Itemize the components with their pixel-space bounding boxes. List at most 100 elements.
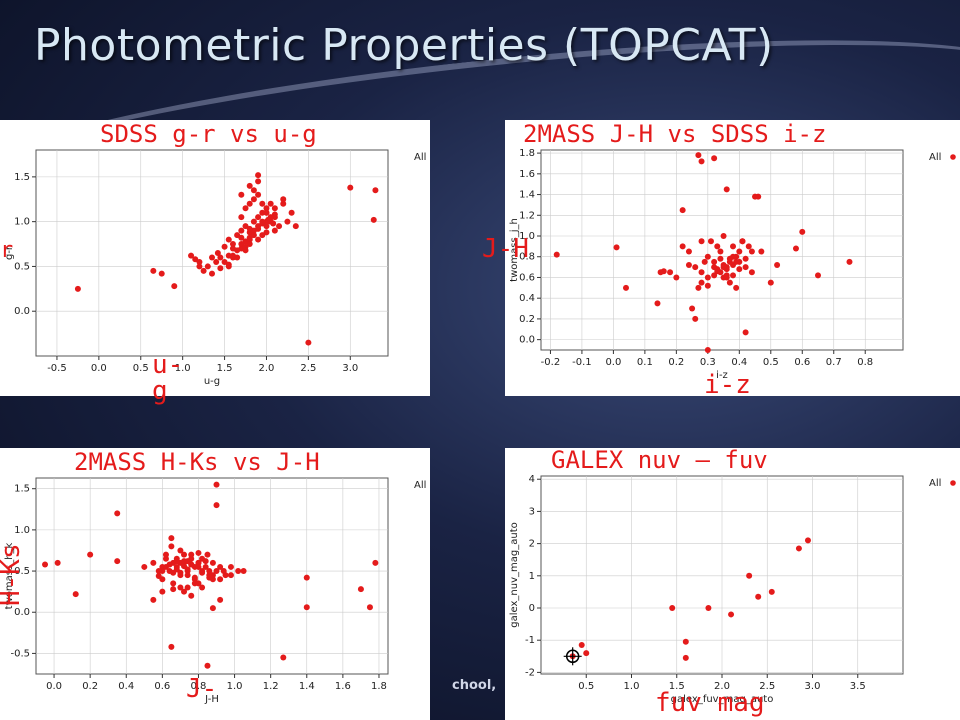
y-tick-label: 0.0 bbox=[14, 306, 30, 317]
data-point bbox=[667, 269, 674, 276]
data-point bbox=[804, 537, 811, 544]
x-tick-label: 1.0 bbox=[175, 363, 191, 374]
y-tick-label: 1.8 bbox=[519, 148, 535, 159]
data-point bbox=[292, 223, 299, 230]
data-point bbox=[238, 227, 245, 234]
data-point bbox=[583, 650, 590, 657]
data-point bbox=[181, 588, 188, 595]
data-point bbox=[42, 561, 49, 568]
scatter-plot-sdss: -0.5 0.0 0.5 1.0 1.5 2.0 2.5 3.0 0.0 0.5 1.0 1.5 u-g… bbox=[4, 149, 426, 387]
data-point bbox=[730, 243, 737, 250]
data-point bbox=[685, 248, 692, 255]
data-point bbox=[227, 572, 234, 579]
data-point bbox=[170, 569, 177, 576]
y-axis-label: galex_nuv_mag_auto bbox=[509, 522, 520, 627]
data-point bbox=[177, 572, 184, 579]
data-point bbox=[799, 228, 806, 235]
data-point bbox=[711, 272, 718, 279]
data-point bbox=[196, 258, 203, 265]
data-point bbox=[698, 279, 705, 286]
x-tick-label: 1.0 bbox=[624, 681, 640, 692]
y-tick-label: 3 bbox=[529, 506, 535, 517]
data-point bbox=[695, 152, 702, 159]
legend-label: All bbox=[414, 480, 426, 491]
overlay-ylabel-jh: J-H bbox=[482, 234, 529, 264]
data-point bbox=[255, 191, 262, 198]
y-tick-label: 0 bbox=[529, 603, 535, 614]
y-axis-label: twomass_j_h bbox=[509, 218, 520, 282]
y-tick-label: 1.0 bbox=[14, 217, 30, 228]
data-point bbox=[303, 604, 310, 611]
scatter-plot-galex: 0.5 1.0 1.5 2.0 2.5 3.0 3.5 -2 -1 0 1 2 3 4 galex_fuv_… bbox=[509, 474, 956, 705]
data-point bbox=[259, 218, 266, 225]
data-point bbox=[114, 558, 121, 565]
x-tick-label: 1.6 bbox=[335, 681, 351, 692]
x-axis-label: galex_fuv_mag_auto bbox=[671, 694, 774, 705]
data-point bbox=[238, 214, 245, 221]
y-tick-label: 1.0 bbox=[14, 525, 30, 536]
data-point bbox=[240, 568, 247, 575]
x-axis-label: i-z bbox=[716, 370, 728, 381]
data-point bbox=[74, 285, 81, 292]
data-point bbox=[271, 205, 278, 212]
overlay-xlabel-fuv: fuv mag bbox=[655, 688, 765, 718]
data-point bbox=[177, 584, 184, 591]
data-point bbox=[250, 196, 257, 203]
data-point bbox=[695, 284, 702, 291]
data-point bbox=[191, 574, 198, 581]
x-tick-label: 1.4 bbox=[299, 681, 315, 692]
data-point bbox=[742, 329, 749, 336]
data-point bbox=[250, 232, 257, 239]
data-point bbox=[184, 566, 191, 573]
data-point bbox=[155, 573, 162, 579]
y-tick-label: -2 bbox=[525, 667, 535, 678]
data-point bbox=[733, 284, 740, 291]
y-tick-label: 0.0 bbox=[519, 335, 535, 346]
data-point bbox=[255, 214, 262, 221]
data-point bbox=[704, 347, 711, 353]
data-point bbox=[168, 535, 175, 542]
chart-panel-2mass-jh-iz: -0.2 -0.1 0.0 0.1 0.2 0.3 0.4 0.5 0.6 0.7 0.8 0.0 0.… bbox=[505, 120, 960, 396]
data-point bbox=[259, 200, 266, 207]
data-point bbox=[238, 234, 245, 241]
data-point bbox=[209, 605, 216, 612]
x-tick-label: 0.0 bbox=[46, 681, 62, 692]
x-axis-label: u-g bbox=[204, 376, 220, 387]
x-tick-label: 0.7 bbox=[826, 357, 842, 368]
x-tick-label: 0.5 bbox=[763, 357, 779, 368]
data-point bbox=[717, 248, 724, 255]
data-point bbox=[214, 250, 221, 256]
legend-label: All bbox=[929, 152, 941, 163]
data-point bbox=[177, 547, 184, 554]
data-point bbox=[200, 267, 207, 274]
x-tick-label: 0.0 bbox=[605, 357, 621, 368]
data-point bbox=[150, 559, 157, 566]
y-tick-label: 1.5 bbox=[14, 484, 30, 495]
legend-label: All bbox=[929, 478, 941, 489]
x-tick-label: 2.0 bbox=[259, 363, 275, 374]
data-point bbox=[723, 186, 730, 193]
data-point bbox=[221, 243, 228, 250]
overlay-xlabel-iz: i-z bbox=[704, 370, 751, 400]
data-point bbox=[168, 543, 175, 550]
y-tick-label: 0.8 bbox=[519, 252, 535, 263]
data-point bbox=[242, 205, 249, 212]
data-point bbox=[717, 255, 724, 262]
data-point bbox=[209, 254, 215, 261]
data-point bbox=[704, 274, 711, 281]
data-point bbox=[370, 216, 377, 223]
data-point bbox=[188, 551, 195, 558]
data-point bbox=[704, 282, 711, 289]
y-tick-label: 1.0 bbox=[519, 231, 535, 242]
x-tick-label: 0.3 bbox=[700, 357, 716, 368]
data-point bbox=[372, 187, 379, 194]
data-point bbox=[168, 643, 175, 650]
data-point bbox=[158, 270, 165, 277]
y-axis-label: g-r bbox=[4, 245, 15, 260]
data-point bbox=[263, 229, 270, 236]
data-point bbox=[742, 255, 749, 262]
x-tick-label: 0.5 bbox=[578, 681, 594, 692]
data-point bbox=[613, 244, 620, 251]
data-point bbox=[755, 193, 762, 200]
y-tick-label: 0.5 bbox=[14, 261, 30, 272]
